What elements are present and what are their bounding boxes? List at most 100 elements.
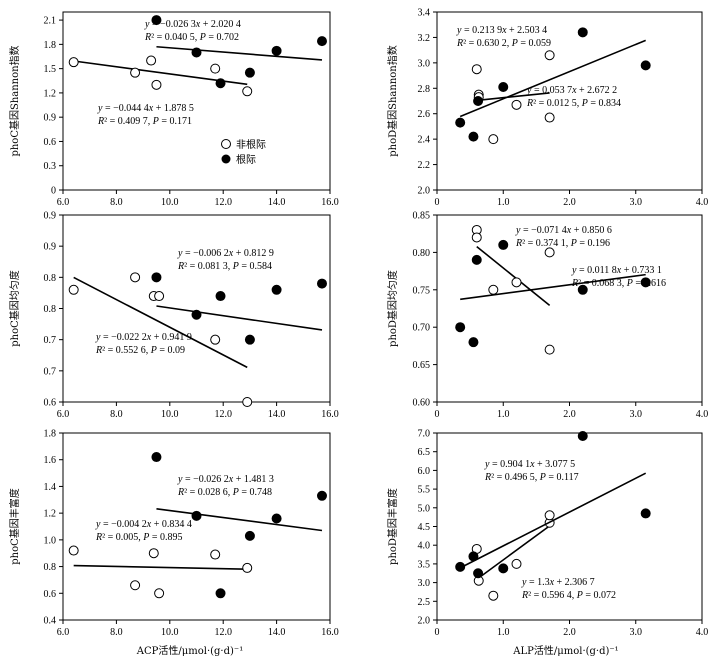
point-filled [271, 284, 282, 295]
regression-equation: y = −0.004 2x + 0.834 4 [95, 519, 192, 530]
legend-filled-label: 根际 [236, 153, 256, 166]
y-tick-label: 2.2 [418, 160, 431, 171]
point-open [130, 580, 141, 591]
regression-equation: y = 0.904 1x + 3.077 5 [484, 459, 575, 470]
point-filled [215, 588, 226, 599]
y-tick-label: 0.8 [44, 273, 57, 284]
regression-equation: R² = 0.005, P = 0.895 [95, 532, 183, 543]
regression-equation: R² = 0.081 3, P = 0.584 [177, 261, 272, 272]
x-tick-label: 3.0 [630, 409, 643, 420]
point-open [544, 112, 555, 123]
y-tick-label: 3.0 [418, 578, 431, 589]
regression-equation: R² = 0.040 5, P = 0.702 [144, 32, 239, 43]
plot-frame [62, 11, 331, 191]
x-tick-label: 16.0 [321, 627, 339, 638]
x-tick-label: 2.0 [563, 197, 576, 208]
x-tick-label: 4.0 [696, 197, 709, 208]
x-tick-label: 8.0 [110, 197, 123, 208]
x-tick-label: 8.0 [110, 627, 123, 638]
x-tick-label: 6.0 [57, 197, 70, 208]
legend-filled-marker [221, 154, 231, 164]
y-tick-label: 0 [51, 186, 56, 197]
fit-line-filled [460, 273, 646, 301]
point-filled [316, 490, 327, 501]
point-open [68, 284, 79, 295]
point-open [130, 272, 141, 283]
y-tick-label: 5.5 [418, 485, 431, 496]
y-tick-label: 3.4 [418, 8, 431, 19]
panel-phoD-evenness: 0 1.0 2.0 3.0 4.0 0.60 0.65 0.70 0.75 0.80 0.85 pho… [386, 211, 708, 421]
x-tick-label: 1.0 [497, 409, 510, 420]
regression-equation: R² = 0.068 3, P = 0.616 [571, 278, 666, 289]
point-open [471, 64, 482, 75]
regression-equation: y = −0.044 4x + 1.878 5 [97, 103, 194, 114]
y-tick-label: 7.0 [418, 429, 431, 440]
y-tick-label: 4.0 [418, 541, 431, 552]
y-tick-label: 0.7 [44, 335, 57, 346]
point-open [242, 86, 253, 97]
y-tick-label: 0.6 [44, 137, 57, 148]
x-tick-label: 8.0 [110, 409, 123, 420]
y-tick-label: 1.6 [44, 455, 57, 466]
panel-phoC-shannon: 6.0 8.0 10.0 12.0 14.0 16.0 0 0.3 0.6 0.9 1.2 1.5 1.… [8, 11, 339, 208]
point-open [154, 291, 165, 302]
regression-equation: R² = 0.374 1, P = 0.196 [515, 238, 610, 249]
point-filled [640, 277, 651, 288]
x-tick-label: 16.0 [321, 409, 339, 420]
point-open [242, 397, 253, 407]
y-tick-label: 2.0 [418, 186, 431, 197]
point-filled [498, 563, 509, 574]
x-tick-label: 14.0 [268, 627, 286, 638]
point-open [130, 67, 141, 78]
y-tick-label: 0.8 [44, 304, 57, 315]
y-axis-label: phoC基因Shannon指数 [8, 45, 21, 156]
point-filled [191, 47, 202, 58]
point-open [488, 590, 499, 601]
point-open [242, 562, 253, 573]
point-filled [215, 291, 226, 302]
y-tick-label: 2.0 [418, 616, 431, 627]
x-tick-label: 14.0 [268, 409, 286, 420]
point-open [544, 510, 555, 521]
x-tick-label: 16.0 [321, 197, 339, 208]
x-tick-label: 2.0 [563, 409, 576, 420]
x-tick-label: 10.0 [161, 197, 179, 208]
y-tick-label: 0.9 [44, 242, 57, 253]
y-tick-label: 1.5 [44, 64, 57, 75]
y-tick-label: 5.0 [418, 503, 431, 514]
point-filled [640, 508, 651, 519]
y-tick-label: 2.6 [418, 109, 431, 120]
y-tick-label: 1.2 [44, 88, 57, 99]
x-tick-label: 3.0 [630, 197, 643, 208]
point-open [151, 79, 162, 90]
x-tick-label: 10.0 [161, 627, 179, 638]
y-tick-label: 0.80 [413, 248, 431, 259]
point-filled [191, 510, 202, 521]
point-filled [468, 551, 479, 562]
point-filled [455, 561, 466, 572]
point-filled [498, 82, 509, 93]
fit-line-filled [459, 472, 647, 569]
x-tick-label: 6.0 [57, 409, 70, 420]
point-filled [244, 334, 255, 345]
legend: 非根际 根际 [221, 138, 266, 166]
point-open [68, 545, 79, 556]
y-tick-label: 0.60 [413, 398, 431, 409]
point-open [511, 558, 522, 569]
point-open [148, 548, 159, 559]
point-filled [640, 60, 651, 71]
fit-line-open [476, 245, 551, 306]
y-tick-label: 0.4 [44, 616, 57, 627]
regression-equation: y = −0.022 2x + 0.941 9 [95, 332, 192, 343]
point-open [488, 284, 499, 295]
point-filled [455, 322, 466, 333]
y-axis-label: phoD基因Shannon指数 [386, 45, 399, 156]
regression-equation: y = 0.011 8x + 0.733 1 [571, 265, 662, 276]
x-tick-label: 4.0 [696, 409, 709, 420]
x-tick-label: 12.0 [214, 627, 232, 638]
point-filled [473, 96, 484, 106]
panel-phoC-richness: 6.0 8.0 10.0 12.0 14.0 16.0 0.4 0.6 0.8 1.0 1.2 1.4… [8, 429, 339, 639]
y-tick-label: 0.8 [44, 562, 57, 573]
point-filled [468, 131, 479, 142]
x-tick-label: 1.0 [497, 197, 510, 208]
